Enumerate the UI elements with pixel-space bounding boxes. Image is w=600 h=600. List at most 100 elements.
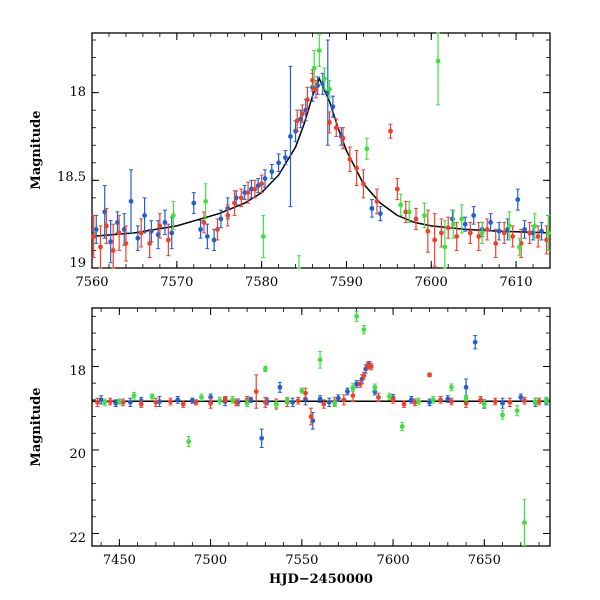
bottom-data-point-green	[102, 399, 108, 405]
top-data-point-blue	[276, 160, 281, 166]
bottom-data-point-red	[193, 399, 199, 405]
bottom-xtick-label: 7550	[285, 553, 318, 568]
top-data-point-red	[259, 181, 265, 187]
top-data-point-red	[445, 225, 451, 231]
top-data-point-red	[305, 97, 310, 103]
bottom-xtick-label: 7600	[377, 553, 410, 568]
top-data-point-blue	[522, 227, 527, 232]
bottom-data-point-red	[233, 399, 239, 405]
top-data-point-red	[476, 234, 482, 239]
bottom-data-point-blue	[472, 339, 478, 345]
top-data-point-red	[501, 230, 507, 236]
bottom-data-point-green	[116, 399, 122, 404]
bottom-data-point-red	[478, 397, 484, 403]
bottom-data-point-green	[199, 394, 204, 400]
bottom-data-point-red	[95, 399, 100, 405]
top-data-point-blue	[142, 212, 147, 218]
top-data-point-blue	[471, 212, 477, 218]
bottom-data-point-blue	[427, 399, 432, 405]
x-axis-title: HJD−2450000	[269, 572, 373, 587]
top-data-point-red	[238, 195, 244, 201]
bottom-data-point-green	[522, 520, 527, 526]
top-data-point-red	[91, 234, 97, 239]
bottom-data-point-green	[361, 327, 367, 333]
top-data-point-blue	[108, 239, 114, 245]
top-data-point-blue	[369, 205, 375, 211]
top-data-point-green	[364, 146, 370, 152]
bottom-data-point-red	[390, 397, 396, 403]
bottom-data-point-red	[138, 401, 144, 407]
top-data-point-blue	[198, 227, 203, 232]
bottom-data-point-blue	[290, 399, 296, 405]
bottom-data-point-green	[354, 313, 359, 319]
top-data-point-red	[245, 190, 251, 195]
bottom-data-point-green	[449, 384, 454, 390]
bottom-data-point-green	[481, 401, 487, 407]
top-data-point-blue	[211, 237, 217, 243]
top-data-point-red	[403, 209, 409, 215]
top-data-point-red	[394, 186, 400, 192]
bottom-data-point-red	[107, 399, 113, 404]
top-ytick-label: 18.5	[57, 170, 86, 185]
top-data-point-red	[327, 120, 332, 125]
bottom-data-point-green	[543, 398, 549, 404]
bottom-data-point-red	[507, 399, 513, 405]
top-data-point-red	[123, 241, 129, 246]
top-data-point-red	[454, 234, 460, 239]
bottom-data-point-blue	[310, 418, 316, 424]
bottom-data-point-blue	[98, 397, 104, 403]
bottom-data-point-green	[217, 398, 223, 404]
top-data-point-green	[203, 198, 209, 204]
top-data-point-red	[104, 223, 109, 229]
top-data-point-green	[450, 221, 456, 227]
top-data-point-red	[157, 223, 163, 229]
bottom-data-point-blue	[445, 396, 451, 402]
bottom-ytick-label: 20	[69, 447, 86, 462]
top-data-point-red	[374, 198, 380, 204]
top-xtick-label: 7610	[499, 275, 532, 290]
bottom-data-point-red	[376, 394, 381, 400]
top-data-point-blue	[135, 235, 141, 241]
bottom-data-point-red	[222, 396, 228, 402]
top-data-point-red	[225, 212, 231, 218]
bottom-data-point-blue	[463, 384, 469, 390]
bottom-data-point-blue	[259, 435, 265, 441]
top-data-point-blue	[539, 228, 544, 234]
top-data-point-red	[439, 230, 444, 236]
top-data-point-blue	[218, 216, 224, 222]
top-data-point-blue	[249, 186, 254, 192]
top-xtick-label: 7570	[160, 275, 193, 290]
top-data-point-blue	[169, 230, 175, 236]
bottom-data-point-blue	[518, 394, 524, 400]
bottom-data-point-green	[533, 399, 538, 404]
top-data-point-red	[340, 135, 346, 141]
top-ytick-label: 18	[69, 85, 86, 100]
bottom-data-point-green	[244, 400, 250, 406]
top-data-point-blue	[330, 104, 336, 110]
top-data-point-green	[479, 230, 485, 236]
top-data-point-green	[398, 202, 404, 208]
top-data-point-red	[527, 230, 533, 236]
bottom-data-point-red	[120, 399, 126, 405]
top-data-point-green	[321, 76, 327, 81]
bottom-data-point-blue	[335, 395, 341, 401]
top-data-point-green	[545, 230, 551, 236]
top-xtick-label: 7580	[245, 275, 278, 290]
bottom-ytick-label: 18	[69, 364, 86, 379]
bottom-plot-frame	[91, 307, 551, 547]
top-data-point-red	[116, 230, 122, 236]
bottom-data-point-red	[253, 389, 259, 394]
top-data-point-blue	[128, 198, 134, 204]
top-ytick-label: 19	[69, 256, 86, 271]
top-data-point-red	[252, 186, 258, 192]
top-data-point-red	[215, 227, 220, 232]
top-data-point-red	[484, 227, 490, 232]
bottom-data-point-green	[273, 401, 279, 407]
top-data-point-green	[506, 223, 512, 229]
top-xtick-label: 7590	[330, 275, 363, 290]
top-data-point-red	[413, 216, 419, 222]
top-data-point-red	[493, 241, 499, 246]
bottom-data-point-blue	[127, 399, 133, 405]
top-data-point-green	[442, 244, 448, 250]
